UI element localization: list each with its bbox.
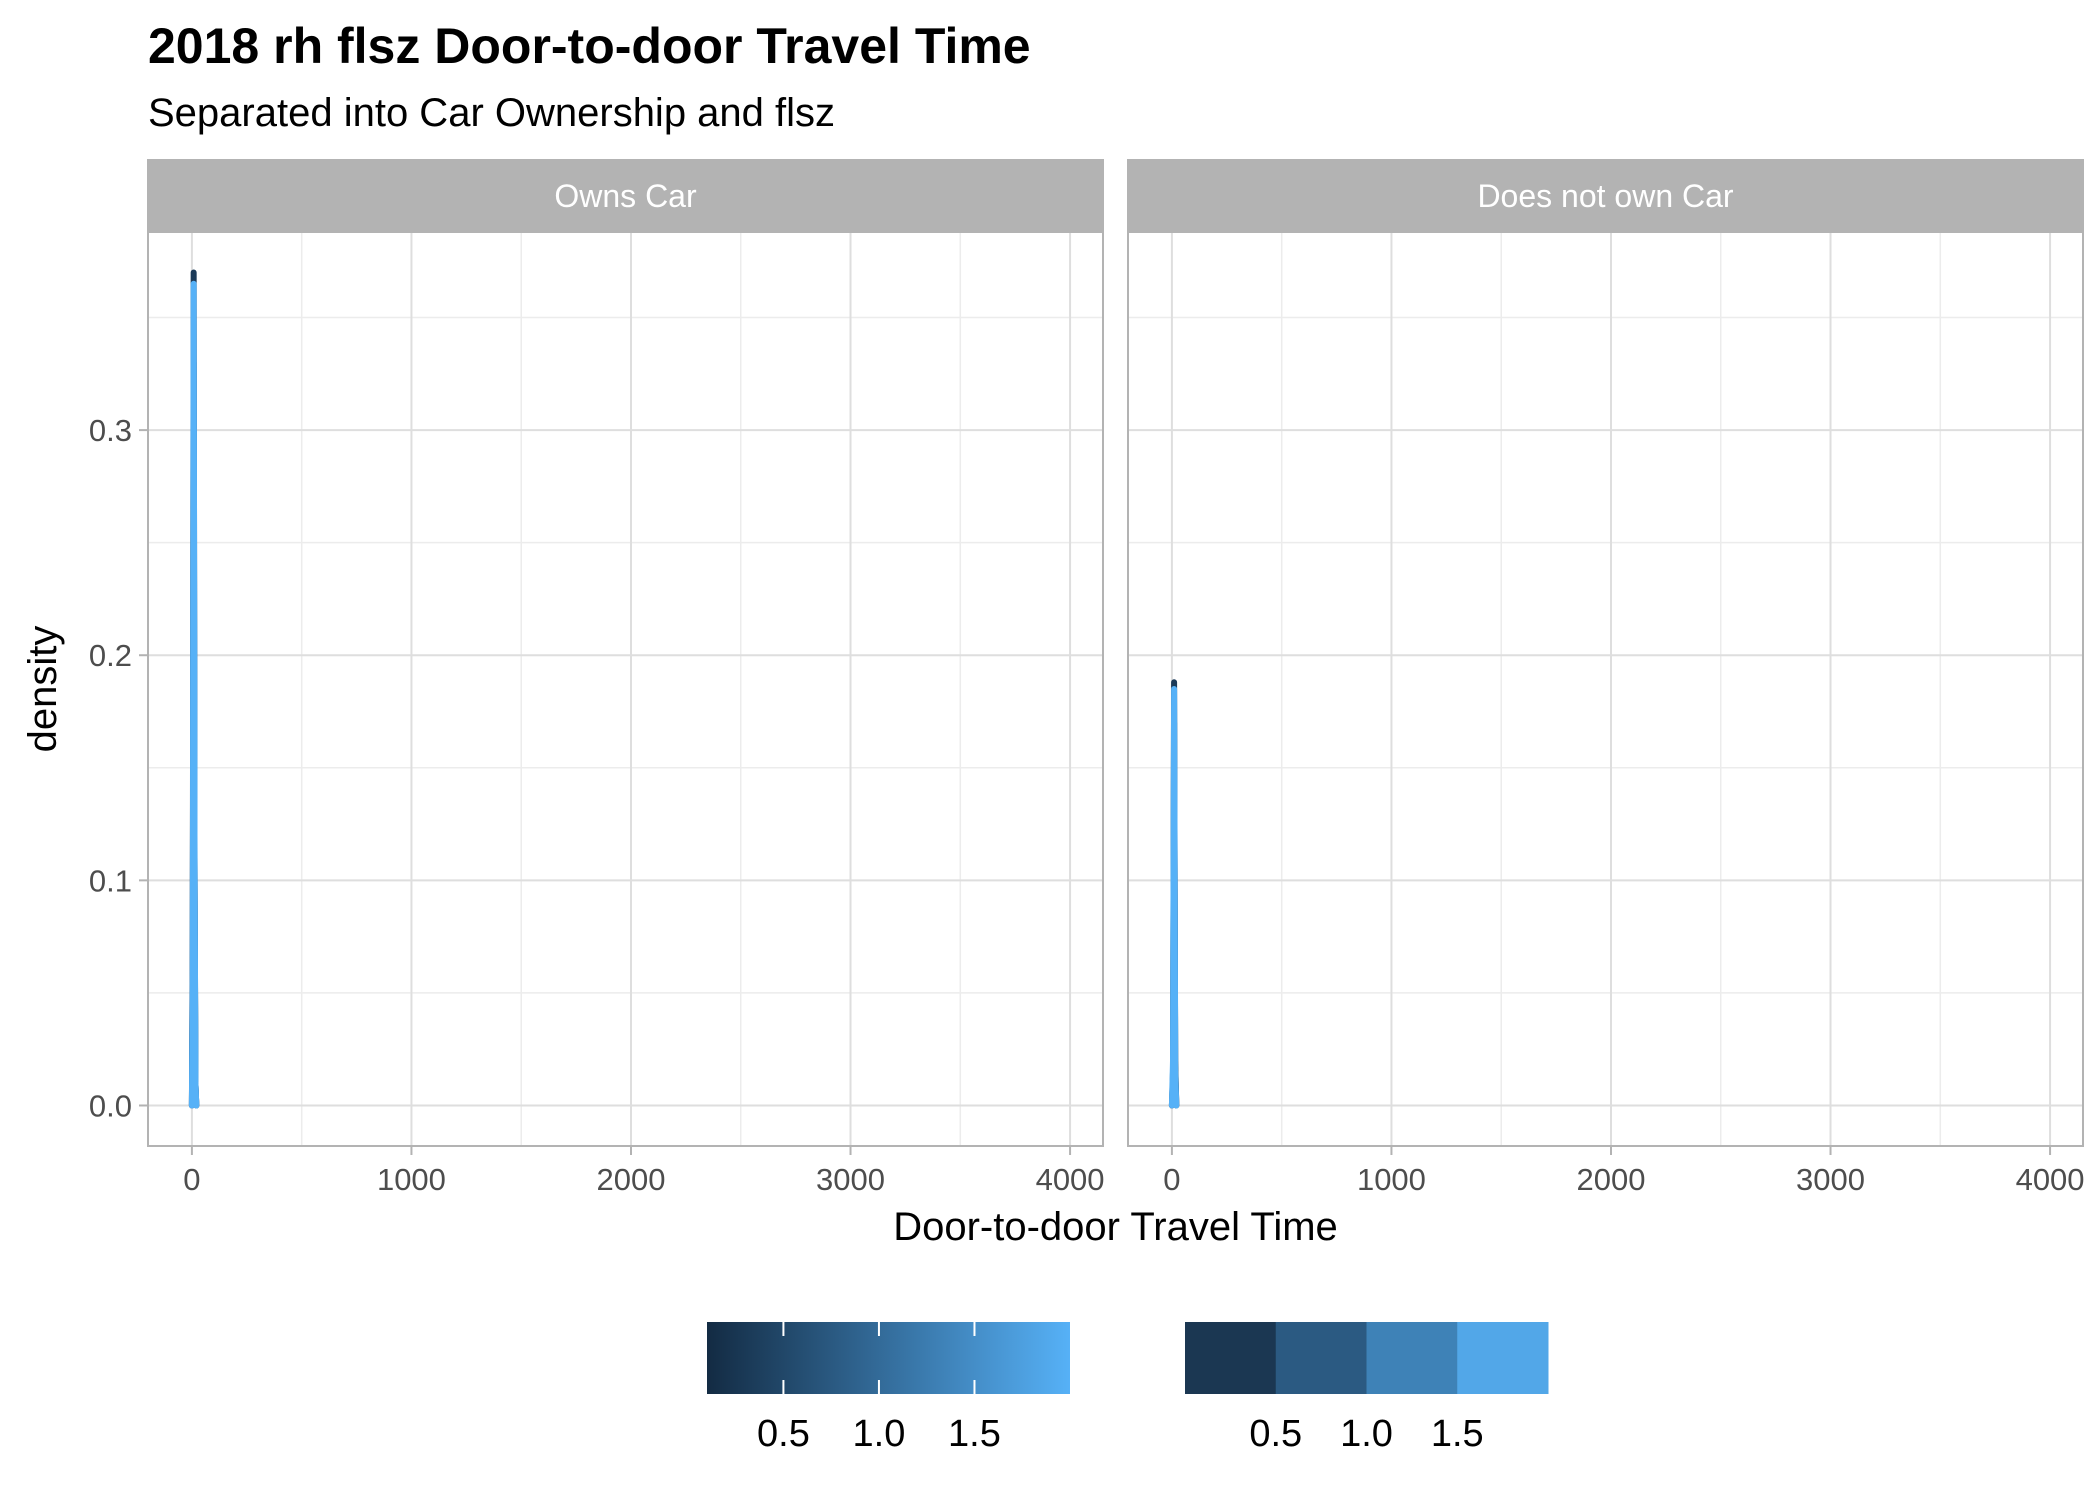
chart-title: 2018 rh flsz Door-to-door Travel Time: [148, 18, 1031, 74]
colorbar-label: 1.5: [948, 1413, 1001, 1455]
y-axis-title: density: [21, 626, 65, 753]
chart-subtitle: Separated into Car Ownership and flsz: [148, 91, 836, 135]
colorsteps-label: 1.5: [1431, 1413, 1484, 1455]
y-tick-label: 0.1: [89, 863, 132, 898]
colorbar-label: 1.0: [853, 1413, 906, 1455]
x-tick-label: 2000: [1577, 1162, 1646, 1197]
x-tick-label: 0: [1163, 1162, 1180, 1197]
y-tick-label: 0.3: [89, 413, 132, 448]
density-line: [188, 280, 200, 1109]
colorbar-label: 0.5: [757, 1413, 810, 1455]
x-tick-label: 2000: [597, 1162, 666, 1197]
x-tick-label: 3000: [816, 1162, 885, 1197]
y-tick-label: 0.2: [89, 638, 132, 673]
colorsteps-label: 0.5: [1249, 1413, 1302, 1455]
panel-frame: [1127, 159, 2084, 1147]
facet-strip: [148, 160, 1103, 232]
facet-label: Does not own Car: [1477, 178, 1733, 214]
x-tick-label: 1000: [1357, 1162, 1426, 1197]
x-axis-title: Door-to-door Travel Time: [893, 1205, 1338, 1249]
x-tick-label: 4000: [1036, 1162, 1105, 1197]
colorsteps-block: [1457, 1322, 1549, 1394]
colorsteps-label: 1.0: [1340, 1413, 1393, 1455]
x-tick-label: 1000: [377, 1162, 446, 1197]
colorbar: [707, 1322, 1070, 1394]
x-tick-label: 0: [183, 1162, 200, 1197]
facet-label: Owns Car: [554, 178, 697, 214]
colorsteps-block: [1366, 1322, 1458, 1394]
facet-strip: [1128, 160, 2083, 232]
density-line: [1168, 686, 1180, 1109]
y-tick-label: 0.0: [89, 1088, 132, 1123]
colorsteps-block: [1275, 1322, 1367, 1394]
panel-frame: [147, 159, 1104, 1147]
colorsteps-block: [1185, 1322, 1277, 1394]
x-tick-label: 3000: [1796, 1162, 1865, 1197]
x-tick-label: 4000: [2016, 1162, 2085, 1197]
